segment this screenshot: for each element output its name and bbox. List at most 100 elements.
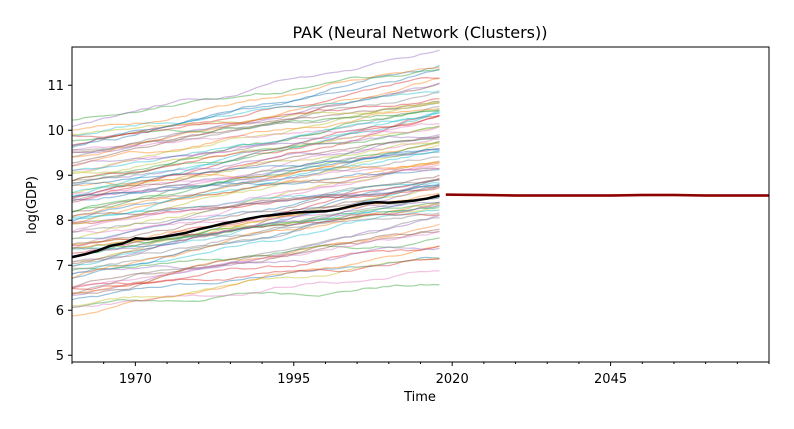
background-series-line	[72, 206, 440, 250]
background-series-line	[72, 164, 440, 233]
background-series-line	[72, 82, 440, 154]
background-series-line	[72, 179, 440, 265]
background-series-line	[72, 83, 440, 164]
background-series-line	[72, 111, 440, 171]
background-series-line	[72, 187, 440, 225]
background-series-line	[72, 160, 440, 249]
background-series-line	[72, 125, 440, 174]
background-series-line	[72, 110, 440, 198]
background-series-line	[72, 90, 440, 137]
background-series-line	[72, 65, 440, 148]
background-series-line	[72, 185, 440, 217]
background-series-line	[72, 228, 440, 294]
background-series-line	[72, 223, 440, 295]
background-series-line	[72, 149, 440, 219]
background-series-line	[72, 183, 440, 240]
background-series-line	[72, 137, 440, 185]
background-series-line	[72, 122, 440, 172]
background-series-line	[72, 270, 440, 308]
background-series-line	[72, 192, 440, 249]
background-series-line	[72, 209, 440, 275]
background-series-line	[72, 134, 440, 167]
y-tick-label: 5	[56, 349, 64, 364]
background-series-line	[72, 135, 440, 200]
background-series-line	[72, 112, 440, 194]
x-tick-label: 2020	[436, 372, 469, 387]
background-series-line	[72, 102, 440, 136]
background-series-line	[72, 174, 440, 245]
background-series-line	[72, 204, 440, 258]
background-series-line	[72, 230, 440, 288]
background-series-line	[72, 115, 440, 203]
background-series-line	[72, 66, 440, 131]
background-series-line	[72, 256, 440, 301]
x-tick-label: 1995	[277, 372, 310, 387]
background-series-line	[72, 182, 440, 220]
background-series-line	[72, 91, 440, 151]
background-series-line	[72, 68, 440, 147]
chart-title: PAK (Neural Network (Clusters))	[293, 23, 548, 42]
background-series-line	[72, 161, 440, 239]
background-series-line	[72, 109, 440, 182]
background-series-line	[72, 100, 440, 154]
y-tick-label: 8	[56, 214, 64, 229]
background-series-line	[72, 184, 440, 224]
background-series-line	[72, 257, 440, 307]
background-series-line	[72, 283, 440, 309]
background-series-line	[72, 184, 440, 267]
background-series-line	[72, 77, 440, 158]
y-axis: 5 6 7 8 9 10 11	[47, 79, 72, 364]
background-series-line	[72, 156, 440, 201]
y-axis-title: log(GDP)	[25, 176, 40, 234]
background-series-line	[72, 114, 440, 198]
background-series-line	[72, 203, 440, 269]
background-series-line	[72, 151, 440, 222]
background-series-line	[72, 105, 440, 182]
y-tick-label: 9	[56, 169, 64, 184]
background-series-line	[72, 245, 440, 317]
background-series-line	[72, 258, 440, 291]
background-series-line	[72, 126, 440, 152]
background-series-line	[72, 162, 440, 218]
background-series-group	[72, 49, 440, 317]
background-series-line	[72, 204, 440, 234]
background-series-line	[72, 245, 440, 289]
background-series-line	[72, 144, 440, 225]
background-series-line	[72, 197, 440, 268]
y-tick-label: 7	[56, 259, 64, 274]
background-series-line	[72, 162, 440, 187]
background-series-line	[72, 148, 440, 202]
background-series-line	[72, 136, 440, 212]
y-tick-label: 11	[47, 79, 64, 94]
background-series-line	[72, 110, 440, 142]
y-tick-label: 6	[56, 304, 64, 319]
background-series-line	[72, 98, 440, 138]
background-series-line	[72, 141, 440, 213]
background-series-line	[72, 168, 440, 198]
background-series-line	[72, 148, 440, 198]
background-series-line	[72, 201, 440, 257]
background-series-line	[72, 237, 440, 271]
background-series-line	[72, 246, 440, 275]
background-series-line	[72, 167, 440, 213]
y-tick-label: 10	[47, 124, 64, 139]
background-series-line	[72, 202, 440, 279]
x-axis-title: Time	[403, 390, 436, 405]
background-series-line	[72, 197, 440, 279]
background-series-line	[72, 142, 440, 194]
background-series-line	[72, 217, 440, 294]
background-series-line	[72, 107, 440, 167]
background-series-line	[72, 138, 440, 201]
background-series-line	[72, 231, 440, 289]
background-series-line	[72, 186, 440, 262]
background-series-line	[72, 100, 440, 175]
main-series-group	[71, 193, 769, 259]
background-series-line	[72, 76, 440, 146]
background-series-line	[72, 215, 440, 296]
background-series-line	[72, 140, 440, 225]
background-series-line	[72, 179, 440, 234]
background-series-line	[72, 125, 440, 184]
x-tick-label: 1970	[119, 372, 152, 387]
background-series-line	[72, 201, 440, 250]
